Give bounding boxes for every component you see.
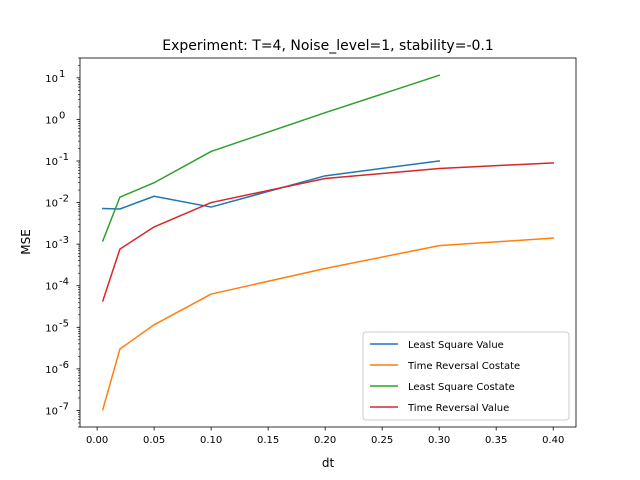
legend-label: Least Square Costate xyxy=(408,382,515,393)
y-tick-label: 10 xyxy=(45,406,58,417)
y-tick-exponent: 1 xyxy=(59,69,65,80)
x-axis-label: dt xyxy=(322,456,335,470)
y-tick-exponent: -2 xyxy=(59,194,69,205)
x-tick-label: 0.10 xyxy=(200,435,222,446)
y-tick-label: 10 xyxy=(45,115,58,126)
x-tick-label: 0.30 xyxy=(428,435,450,446)
y-tick-label: 10 xyxy=(45,199,58,210)
x-tick-label: 0.15 xyxy=(257,435,279,446)
y-tick-label: 10 xyxy=(45,282,58,293)
x-tick-label: 0.05 xyxy=(143,435,165,446)
x-axis-ticks: 0.00 0.05 0.10 0.15 0.20 0.25 0.30 0.35 0.40 xyxy=(86,427,564,446)
legend-label: Least Square Value xyxy=(408,340,504,351)
y-tick-exponent: -3 xyxy=(59,235,69,246)
y-axis-label: MSE xyxy=(19,229,33,255)
y-tick-label: 10 xyxy=(45,323,58,334)
series-line-4 xyxy=(101,162,554,302)
x-tick-label: 0.40 xyxy=(542,435,564,446)
series-line-1 xyxy=(102,160,441,210)
y-tick-exponent: -4 xyxy=(59,277,69,288)
y-tick-exponent: -7 xyxy=(59,401,69,412)
legend: Least Square Value Time Reversal Costate L… xyxy=(362,331,570,421)
y-tick-exponent: -1 xyxy=(59,152,69,163)
y-tick-label: 10 xyxy=(45,365,58,376)
plot-lines xyxy=(101,74,554,411)
x-tick-label: 0.35 xyxy=(485,435,507,446)
y-tick-exponent: -6 xyxy=(59,360,69,371)
x-tick-label: 0.00 xyxy=(86,435,108,446)
series-line-3 xyxy=(101,74,441,242)
plot-frame xyxy=(79,57,577,428)
legend-label: Time Reversal Costate xyxy=(407,361,520,372)
y-tick-exponent: -5 xyxy=(59,318,69,329)
series-line-2 xyxy=(101,237,554,411)
y-tick-label: 10 xyxy=(45,74,58,85)
y-tick-label: 10 xyxy=(45,157,58,168)
legend-frame xyxy=(362,331,570,421)
y-tick-label: 10 xyxy=(45,240,58,251)
x-tick-label: 0.20 xyxy=(314,435,336,446)
x-tick-label: 0.25 xyxy=(371,435,393,446)
chart-title: Experiment: T=4, Noise_level=1, stabilit… xyxy=(162,38,494,54)
y-tick-exponent: 0 xyxy=(59,110,65,121)
legend-label: Time Reversal Value xyxy=(407,403,509,414)
